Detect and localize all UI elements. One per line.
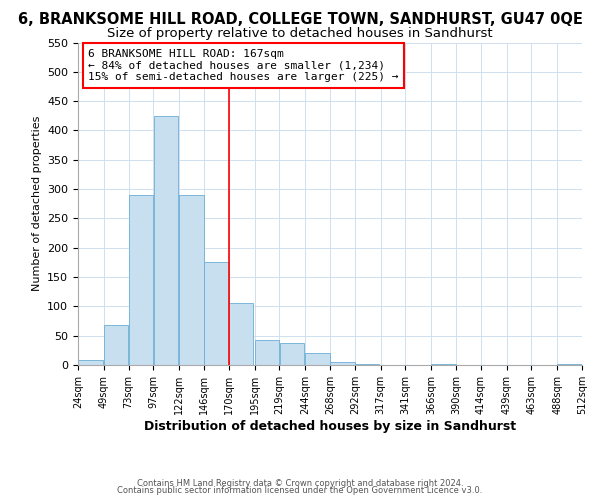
Bar — [280, 342, 304, 365]
Bar — [255, 340, 279, 365]
Bar — [229, 304, 253, 365]
Bar — [179, 195, 204, 365]
Bar — [204, 262, 229, 365]
Bar — [129, 195, 153, 365]
Bar — [154, 116, 178, 365]
X-axis label: Distribution of detached houses by size in Sandhurst: Distribution of detached houses by size … — [144, 420, 516, 432]
Bar — [305, 354, 330, 365]
Text: 6, BRANKSOME HILL ROAD, COLLEGE TOWN, SANDHURST, GU47 0QE: 6, BRANKSOME HILL ROAD, COLLEGE TOWN, SA… — [17, 12, 583, 28]
Bar — [330, 362, 355, 365]
Text: Contains public sector information licensed under the Open Government Licence v3: Contains public sector information licen… — [118, 486, 482, 495]
Y-axis label: Number of detached properties: Number of detached properties — [32, 116, 41, 292]
Text: 6 BRANKSOME HILL ROAD: 167sqm
← 84% of detached houses are smaller (1,234)
15% o: 6 BRANKSOME HILL ROAD: 167sqm ← 84% of d… — [88, 49, 398, 82]
Bar — [78, 360, 103, 365]
Text: Contains HM Land Registry data © Crown copyright and database right 2024.: Contains HM Land Registry data © Crown c… — [137, 478, 463, 488]
Bar — [355, 364, 379, 365]
Bar — [104, 325, 128, 365]
Text: Size of property relative to detached houses in Sandhurst: Size of property relative to detached ho… — [107, 28, 493, 40]
Bar — [431, 364, 456, 365]
Bar — [557, 364, 582, 365]
